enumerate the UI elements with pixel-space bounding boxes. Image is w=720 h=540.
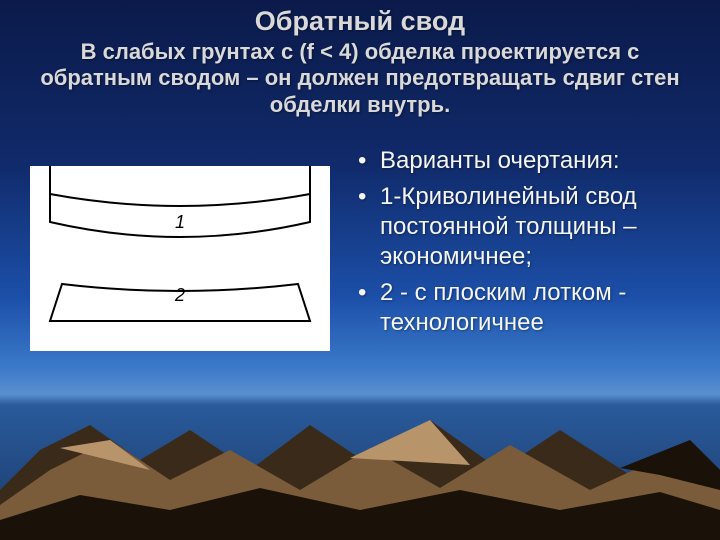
slide-subtitle: В слабых грунтах с (f < 4) обделка проек… <box>22 39 698 118</box>
slide-title: Обратный свод <box>22 6 698 37</box>
list-item: 1-Криволинейный свод постоянной толщины … <box>358 182 700 272</box>
background-mountains <box>0 370 720 540</box>
diagram-label-1: 1 <box>175 212 185 232</box>
invert-arch-diagram: 1 2 <box>30 166 330 351</box>
slide-body: 1 2 Варианты очертания: 1-Криволинейный … <box>0 146 720 351</box>
upper-top-arc <box>50 194 310 206</box>
slide-header: Обратный свод В слабых грунтах с (f < 4)… <box>0 0 720 118</box>
list-item: Варианты очертания: <box>358 146 700 176</box>
bullet-list: Варианты очертания: 1-Криволинейный свод… <box>330 146 700 351</box>
diagram-label-2: 2 <box>174 285 185 305</box>
list-item: 2 - с плоским лотком - технологичнее <box>358 278 700 338</box>
